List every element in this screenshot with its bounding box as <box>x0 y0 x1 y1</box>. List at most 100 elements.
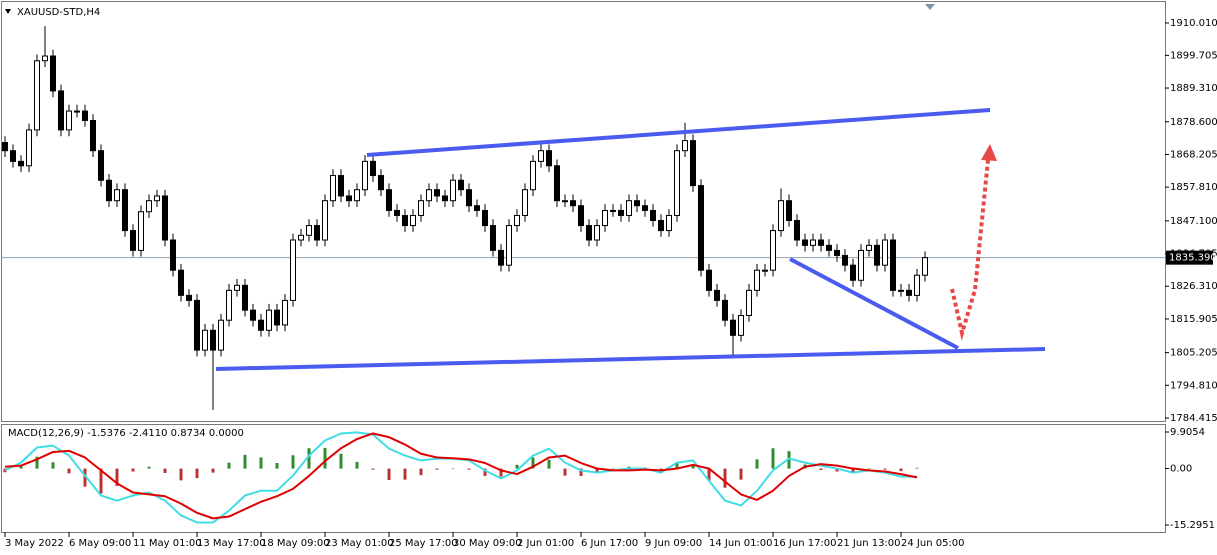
candle-body <box>394 209 400 216</box>
projection-path <box>950 159 990 341</box>
candle-body <box>178 269 184 296</box>
candle-body <box>682 140 688 152</box>
y-tick-label: 1794.810 <box>1170 380 1217 391</box>
candle-body <box>314 225 320 241</box>
price-panel <box>1 1 1166 422</box>
candle-body <box>434 189 440 197</box>
candle-body <box>82 110 88 121</box>
candle-body <box>898 289 904 292</box>
macd-histogram-bar <box>19 465 23 469</box>
macd-histogram-bar <box>403 468 407 480</box>
candle-body <box>138 211 144 251</box>
x-tick-label: 23 May 01:00 <box>325 538 394 549</box>
candle-body <box>50 55 56 92</box>
current-price-label: 1835.390 <box>1169 253 1217 264</box>
candle-body <box>826 244 832 251</box>
candle-body <box>650 209 656 222</box>
macd-line <box>4 432 918 520</box>
resistance-trendline <box>366 108 991 157</box>
candle-body <box>130 230 136 251</box>
candle-body <box>546 150 552 167</box>
macd-histogram-bar <box>179 468 183 481</box>
x-tick-label: 25 May 17:00 <box>389 538 458 549</box>
y-tick-label: 9.9054 <box>1170 427 1205 438</box>
candle-body <box>162 195 168 241</box>
candle-body <box>18 160 24 167</box>
macd-histogram-bar <box>467 468 471 470</box>
candle-body <box>266 309 272 331</box>
projection-arrowhead <box>981 144 997 161</box>
macd-histogram-bar <box>723 468 727 488</box>
y-tick-label: 1815.905 <box>1170 314 1217 325</box>
candle-body <box>762 269 768 272</box>
candle-body <box>442 195 448 202</box>
candle-body <box>834 249 840 256</box>
candle-body <box>58 90 64 131</box>
macd-histogram-bar <box>867 468 871 470</box>
macd-histogram-bar <box>243 454 247 469</box>
candle-body <box>922 257 928 276</box>
candle-body <box>554 165 560 202</box>
x-tick-label: 21 Jun 13:00 <box>837 538 901 549</box>
candle-body <box>474 205 480 211</box>
candle-body <box>706 269 712 291</box>
candle-body <box>714 289 720 301</box>
candle-body <box>842 254 848 266</box>
macd-histogram-bar <box>195 468 199 479</box>
candle-body <box>98 150 104 181</box>
candle-body <box>114 189 120 202</box>
y-tick-label: 1784.415 <box>1170 413 1217 424</box>
macd-title: MACD(12,26,9) -1.5376 -2.4110 0.8734 0.0… <box>8 428 244 439</box>
candle-body <box>802 239 808 246</box>
candle-body <box>890 239 896 291</box>
candle-body <box>362 160 368 191</box>
macd-histogram-bar <box>915 467 919 469</box>
macd-histogram-bar <box>339 453 343 469</box>
candle-body <box>786 200 792 222</box>
candle-body <box>634 200 640 207</box>
candle-body <box>274 309 280 326</box>
candle-body <box>818 239 824 246</box>
candle-body <box>418 200 424 216</box>
candle-body <box>186 294 192 301</box>
macd-histogram-bar <box>835 468 839 472</box>
candle-body <box>338 175 344 197</box>
candle-body <box>170 239 176 271</box>
candle-body <box>466 189 472 207</box>
y-tick-label: 1857.810 <box>1170 182 1217 193</box>
candle-body <box>530 160 536 191</box>
menu-triangle[interactable] <box>5 9 11 14</box>
candle-body <box>386 189 392 211</box>
candle-body <box>242 284 248 311</box>
macd-histogram-bar <box>787 451 791 469</box>
candle-body <box>746 289 752 317</box>
candle-body <box>106 179 112 202</box>
candle-body <box>490 225 496 251</box>
candle-body <box>538 150 544 162</box>
chart-title: XAUUSD-STD,H4 <box>17 7 100 18</box>
x-tick-label: 11 May 01:00 <box>133 538 202 549</box>
candle-body <box>906 289 912 296</box>
candle-body <box>226 289 232 321</box>
candle-body <box>674 150 680 216</box>
candle-body <box>562 200 568 203</box>
macd-histogram-bar <box>675 462 679 469</box>
y-tick-label: 1868.205 <box>1170 149 1217 160</box>
macd-histogram-bar <box>739 468 743 480</box>
candle-body <box>74 110 80 113</box>
macd-histogram-bar <box>611 468 615 470</box>
candle-body <box>770 230 776 271</box>
candle-body <box>754 269 760 291</box>
candle-body <box>874 244 880 266</box>
candle-body <box>810 239 816 246</box>
candle-body <box>506 225 512 266</box>
candle-body <box>234 284 240 291</box>
x-tick-label: 16 Jun 17:00 <box>773 538 837 549</box>
macd-histogram-bar <box>579 468 583 476</box>
macd-histogram-bar <box>51 462 55 469</box>
candle-body <box>450 179 456 202</box>
macd-histogram-bar <box>291 455 295 469</box>
candle-body <box>378 175 384 191</box>
